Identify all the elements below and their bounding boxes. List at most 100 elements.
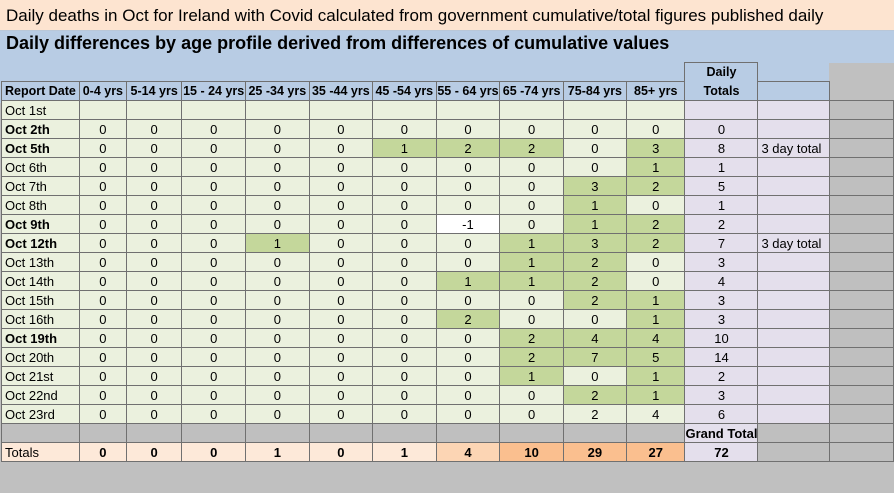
value-cell[interactable]: 0 xyxy=(245,157,310,177)
value-cell[interactable]: 2 xyxy=(562,252,627,272)
value-cell[interactable]: 0 xyxy=(562,157,627,177)
value-cell[interactable]: 0 xyxy=(181,347,247,367)
daily-total-cell[interactable]: 4 xyxy=(684,271,759,291)
value-cell[interactable]: 0 xyxy=(625,195,686,215)
value-cell[interactable]: -1 xyxy=(435,214,501,234)
value-cell[interactable]: 0 xyxy=(499,404,564,424)
value-cell[interactable]: 0 xyxy=(625,119,686,139)
value-cell[interactable]: 1 xyxy=(625,157,686,177)
value-cell[interactable]: 0 xyxy=(78,366,128,386)
value-cell[interactable]: 0 xyxy=(181,119,247,139)
note-cell[interactable] xyxy=(757,119,830,139)
value-cell[interactable]: 0 xyxy=(308,385,374,405)
value-cell[interactable]: 2 xyxy=(625,176,686,196)
daily-total-cell[interactable]: 3 xyxy=(684,290,759,310)
value-cell[interactable]: 0 xyxy=(499,309,564,329)
value-cell[interactable]: 0 xyxy=(562,366,627,386)
daily-total-cell[interactable]: 2 xyxy=(684,214,759,234)
column-header[interactable]: 85+ yrs xyxy=(625,81,686,101)
value-cell[interactable]: 0 xyxy=(308,195,374,215)
value-cell[interactable]: 0 xyxy=(78,271,128,291)
value-cell[interactable]: 0 xyxy=(499,195,564,215)
note-cell[interactable] xyxy=(757,100,830,120)
note-cell[interactable]: 3 day total xyxy=(757,233,830,253)
report-date-cell[interactable]: Oct 15th xyxy=(1,290,80,310)
report-date-cell[interactable]: Oct 12th xyxy=(1,233,80,253)
note-cell[interactable] xyxy=(757,195,830,215)
value-cell[interactable]: 0 xyxy=(372,233,437,253)
value-cell[interactable] xyxy=(562,100,627,120)
value-cell[interactable]: 1 xyxy=(562,214,627,234)
value-cell[interactable]: 0 xyxy=(181,385,247,405)
report-date-cell[interactable]: Oct 23rd xyxy=(1,404,80,424)
value-cell[interactable]: 0 xyxy=(126,176,183,196)
grand-total-value[interactable]: 72 xyxy=(684,442,759,462)
value-cell[interactable]: 0 xyxy=(126,195,183,215)
value-cell[interactable]: 0 xyxy=(181,404,247,424)
value-cell[interactable]: 0 xyxy=(181,214,247,234)
value-cell[interactable]: 3 xyxy=(562,176,627,196)
value-cell[interactable]: 0 xyxy=(78,328,128,348)
value-cell[interactable]: 0 xyxy=(245,290,310,310)
value-cell[interactable]: 0 xyxy=(372,176,437,196)
value-cell[interactable]: 0 xyxy=(308,309,374,329)
note-cell[interactable] xyxy=(757,309,830,329)
value-cell[interactable]: 0 xyxy=(245,138,310,158)
value-cell[interactable]: 0 xyxy=(126,309,183,329)
value-cell[interactable]: 0 xyxy=(245,385,310,405)
value-cell[interactable]: 0 xyxy=(308,252,374,272)
value-cell[interactable]: 0 xyxy=(562,309,627,329)
report-date-cell[interactable]: Oct 13th xyxy=(1,252,80,272)
value-cell[interactable]: 4 xyxy=(562,328,627,348)
note-cell[interactable] xyxy=(757,385,830,405)
column-header[interactable]: 75-84 yrs xyxy=(562,81,627,101)
value-cell[interactable]: 0 xyxy=(78,233,128,253)
value-cell[interactable]: 0 xyxy=(78,119,128,139)
daily-total-cell[interactable]: 8 xyxy=(684,138,759,158)
value-cell[interactable]: 1 xyxy=(625,309,686,329)
value-cell[interactable] xyxy=(625,100,686,120)
report-date-cell[interactable]: Oct 14th xyxy=(1,271,80,291)
value-cell[interactable]: 0 xyxy=(126,366,183,386)
value-cell[interactable]: 2 xyxy=(435,138,501,158)
note-cell[interactable] xyxy=(757,328,830,348)
value-cell[interactable]: 0 xyxy=(181,271,247,291)
daily-total-cell[interactable]: 3 xyxy=(684,309,759,329)
value-cell[interactable]: 0 xyxy=(181,233,247,253)
note-cell[interactable] xyxy=(757,290,830,310)
value-cell[interactable]: 0 xyxy=(126,290,183,310)
value-cell[interactable]: 0 xyxy=(308,119,374,139)
value-cell[interactable]: 0 xyxy=(245,404,310,424)
column-header[interactable]: 65 -74 yrs xyxy=(499,81,564,101)
value-cell[interactable]: 0 xyxy=(126,138,183,158)
value-cell[interactable]: 0 xyxy=(308,138,374,158)
value-cell[interactable] xyxy=(308,100,374,120)
note-cell[interactable] xyxy=(757,214,830,234)
value-cell[interactable]: 0 xyxy=(372,290,437,310)
value-cell[interactable]: 0 xyxy=(78,252,128,272)
value-cell[interactable]: 0 xyxy=(78,385,128,405)
value-cell[interactable]: 0 xyxy=(435,347,501,367)
value-cell[interactable]: 0 xyxy=(245,309,310,329)
value-cell[interactable]: 4 xyxy=(625,404,686,424)
value-cell[interactable]: 0 xyxy=(372,271,437,291)
note-cell[interactable] xyxy=(757,366,830,386)
column-header[interactable]: 25 -34 yrs xyxy=(245,81,310,101)
value-cell[interactable]: 0 xyxy=(435,252,501,272)
value-cell[interactable]: 0 xyxy=(245,176,310,196)
value-cell[interactable]: 0 xyxy=(126,119,183,139)
value-cell[interactable]: 0 xyxy=(372,347,437,367)
value-cell[interactable]: 0 xyxy=(245,119,310,139)
value-cell[interactable]: 0 xyxy=(372,252,437,272)
total-value-cell[interactable]: 10 xyxy=(499,442,564,462)
value-cell[interactable] xyxy=(181,100,247,120)
value-cell[interactable]: 0 xyxy=(78,138,128,158)
value-cell[interactable]: 2 xyxy=(499,138,564,158)
value-cell[interactable]: 0 xyxy=(562,138,627,158)
daily-total-cell[interactable]: 1 xyxy=(684,157,759,177)
value-cell[interactable]: 0 xyxy=(78,195,128,215)
value-cell[interactable]: 0 xyxy=(435,119,501,139)
report-date-cell[interactable]: Oct 21st xyxy=(1,366,80,386)
daily-total-cell[interactable]: 1 xyxy=(684,195,759,215)
total-value-cell[interactable]: 29 xyxy=(562,442,627,462)
